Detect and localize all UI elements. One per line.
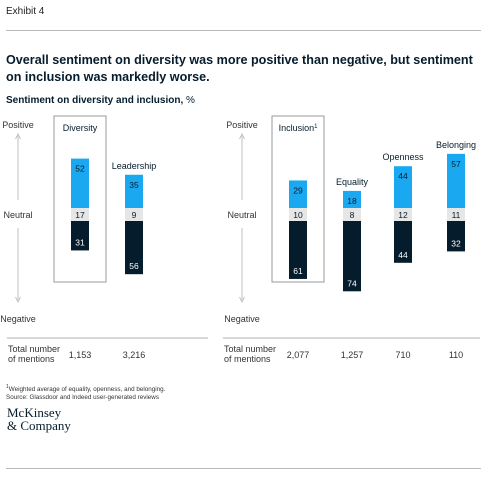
headline: Overall sentiment on diversity was more … — [6, 53, 473, 84]
value-positive-leadership: 35 — [129, 180, 139, 190]
value-negative-openness: 44 — [398, 250, 408, 260]
value-neutral-diversity: 17 — [75, 210, 85, 220]
value-negative-diversity: 31 — [75, 237, 85, 247]
value-positive-openness: 44 — [398, 171, 408, 181]
bar-neutral-diversity — [71, 208, 89, 221]
value-negative-belonging: 32 — [451, 238, 461, 248]
bar-negative-openness — [394, 221, 412, 263]
chart-1-down-arrow-icon — [15, 296, 21, 303]
logo-line-2: & Company — [7, 418, 71, 433]
bar-positive-equality — [343, 190, 361, 208]
value-positive-equality: 18 — [347, 196, 357, 206]
bar-neutral-openness — [394, 208, 412, 221]
bottom-divider — [6, 468, 481, 469]
bar-label-openness: Openness — [382, 152, 424, 162]
total-mentions-inclusion: 2,077 — [287, 350, 310, 360]
bar-label-diversity: Diversity — [63, 123, 98, 133]
value-neutral-leadership: 9 — [132, 210, 137, 220]
chart-subtitle-text: Sentiment on diversity and inclusion, — [6, 95, 184, 106]
chart-2-positive-axis-label: Positive — [226, 120, 258, 130]
chart-1-neutral-axis-label: Neutral — [3, 210, 32, 220]
footnote-marker: 1 — [6, 384, 9, 390]
top-divider — [6, 30, 481, 31]
bar-label-inclusion-superscript: 1 — [314, 124, 318, 130]
bar-neutral-leadership — [125, 208, 143, 221]
bar-positive-openness — [394, 166, 412, 208]
value-negative-leadership: 56 — [129, 261, 139, 271]
chart-subtitle: Sentiment on diversity and inclusion, % — [6, 95, 195, 106]
source-note: Source: Glassdoor and Indeed user-genera… — [6, 394, 159, 402]
value-neutral-equality: 8 — [350, 210, 355, 220]
chart-2-up-arrow-icon — [239, 133, 245, 140]
chart-2-negative-axis-label: Negative — [224, 314, 260, 324]
bar-positive-diversity — [71, 158, 89, 208]
chart-2-down-arrow-icon — [239, 296, 245, 303]
bar-negative-equality — [343, 221, 361, 292]
bar-label-belonging: Belonging — [436, 140, 476, 150]
value-positive-inclusion: 29 — [293, 185, 303, 195]
chart-1-highlight-box — [53, 115, 107, 283]
footnote-text: Weighted average of equality, openness, … — [8, 386, 166, 394]
bar-negative-inclusion — [289, 221, 307, 279]
chart-2-totals-label-line-1: Total number — [224, 344, 276, 354]
chart-1-totals-label-line-1: Total number — [8, 344, 60, 354]
chart-1-positive-axis-label: Positive — [2, 120, 34, 130]
total-mentions-openness: 710 — [395, 350, 410, 360]
value-negative-inclusion: 61 — [293, 266, 303, 276]
chart-subtitle-unit: % — [186, 95, 195, 106]
value-neutral-inclusion: 10 — [293, 210, 303, 220]
total-mentions-belonging: 110 — [449, 350, 463, 360]
value-neutral-openness: 12 — [398, 210, 408, 220]
mckinsey-logo: McKinsey & Company — [7, 406, 71, 432]
bar-label-equality: Equality — [336, 177, 369, 187]
bar-neutral-inclusion — [289, 208, 307, 221]
chart-1-totals-label-line-2: of mentions — [8, 354, 55, 364]
total-mentions-equality: 1,257 — [341, 350, 364, 360]
bar-positive-leadership — [125, 174, 143, 208]
value-negative-equality: 74 — [347, 278, 357, 288]
bar-neutral-belonging — [447, 208, 465, 221]
chart-2-highlight-box — [271, 115, 325, 283]
bar-neutral-equality — [343, 208, 361, 221]
bar-positive-inclusion — [289, 180, 307, 208]
total-mentions-diversity: 1,153 — [69, 350, 92, 360]
total-mentions-leadership: 3,216 — [123, 350, 146, 360]
bar-label-inclusion: Inclusion1 — [279, 123, 319, 133]
chart-2-neutral-axis-label: Neutral — [227, 210, 256, 220]
value-positive-belonging: 57 — [451, 159, 461, 169]
value-positive-diversity: 52 — [75, 164, 85, 174]
chart-1-up-arrow-icon — [15, 133, 21, 140]
chart-1-negative-axis-label: Negative — [0, 314, 36, 324]
chart-2-totals-label-line-2: of mentions — [224, 354, 271, 364]
bar-negative-diversity — [71, 221, 89, 251]
exhibit-label: Exhibit 4 — [6, 6, 45, 17]
bar-negative-leadership — [125, 221, 143, 275]
bar-negative-belonging — [447, 221, 465, 252]
bar-positive-belonging — [447, 153, 465, 208]
footnote: 1Weighted average of equality, openness,… — [6, 383, 165, 402]
value-neutral-belonging: 11 — [452, 210, 461, 220]
logo-line-1: McKinsey — [7, 405, 62, 420]
bar-label-leadership: Leadership — [112, 161, 157, 171]
